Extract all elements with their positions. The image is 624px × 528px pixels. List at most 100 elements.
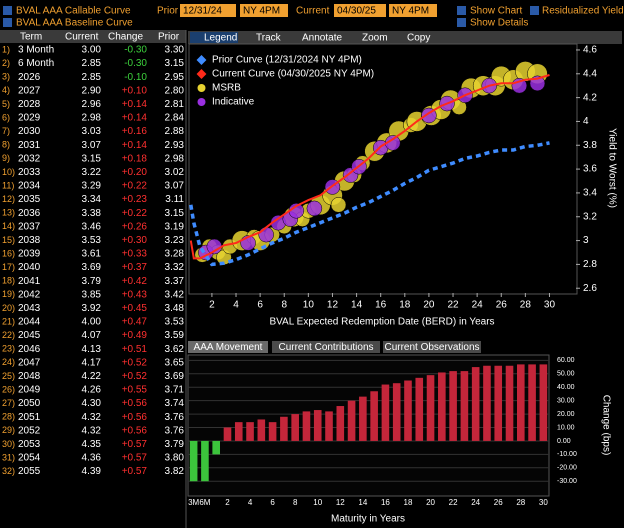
- term: 2031: [18, 140, 41, 151]
- curve-option[interactable]: BVAL AAA Callable Curve: [16, 6, 131, 17]
- row-number: 27): [2, 398, 15, 408]
- date-field[interactable]: [180, 4, 236, 17]
- tab-label[interactable]: Current Contributions: [278, 342, 373, 353]
- y-tick-label: 3.4: [583, 188, 597, 199]
- term: 2027: [18, 85, 41, 96]
- time-field[interactable]: [240, 4, 288, 17]
- current-yield: 3.15: [82, 153, 102, 164]
- tab[interactable]: [188, 341, 268, 353]
- current-yield: 2.90: [82, 85, 102, 96]
- term: 2029: [18, 113, 41, 124]
- row-number: 14): [2, 221, 15, 231]
- tab[interactable]: [383, 341, 481, 353]
- option[interactable]: Show Details: [470, 18, 528, 29]
- x-tick-label: 4: [233, 300, 239, 311]
- checkbox[interactable]: [457, 18, 466, 27]
- prior-yield: 3.76: [165, 412, 185, 423]
- row-number: 8): [2, 140, 10, 150]
- option[interactable]: Show Chart: [470, 6, 522, 17]
- current-yield: 3.38: [82, 208, 102, 219]
- curve-line: [189, 141, 550, 267]
- x-tick-label: 12: [336, 498, 345, 507]
- term: 2047: [18, 357, 41, 368]
- y-tick-label: -30.00: [557, 478, 577, 485]
- option[interactable]: Residualized Yield: [542, 6, 624, 17]
- y-axis-label: Change (bps): [600, 395, 611, 456]
- term: 2032: [18, 153, 41, 164]
- current-yield: 4.32: [82, 425, 102, 436]
- bar: [438, 372, 446, 441]
- checkbox[interactable]: [530, 6, 539, 15]
- toolbar-button[interactable]: Copy: [407, 33, 430, 44]
- term: 2033: [18, 167, 41, 178]
- tab-label[interactable]: AAA Movement: [194, 342, 263, 353]
- current-time[interactable]: NY 4PM: [392, 6, 429, 17]
- y-tick-label: 3.6: [583, 164, 597, 175]
- x-tick-label: 6: [257, 300, 263, 311]
- change: +0.14: [122, 99, 148, 110]
- bar: [404, 380, 412, 441]
- column-header: Current: [65, 32, 99, 43]
- column-header: Change: [108, 32, 143, 43]
- prior-yield: 2.84: [165, 113, 185, 124]
- x-tick-label: 28: [520, 300, 532, 311]
- current-yield: 4.35: [82, 439, 102, 450]
- current-yield: 4.00: [82, 317, 102, 328]
- current-yield: 3.53: [82, 235, 102, 246]
- change: +0.47: [122, 317, 148, 328]
- row-number: 6): [2, 112, 10, 122]
- term: 2034: [18, 181, 41, 192]
- row-number: 4): [2, 85, 10, 95]
- row-number: 17): [2, 262, 15, 272]
- toolbar-button[interactable]: Legend: [204, 33, 237, 44]
- tab-active[interactable]: [190, 32, 238, 43]
- y-tick-label: 3: [583, 235, 589, 246]
- prior-yield: 3.71: [165, 385, 185, 396]
- bar: [392, 383, 401, 441]
- checkbox[interactable]: [3, 18, 12, 27]
- prior-yield: 2.81: [165, 99, 185, 110]
- x-tick-label: 8: [281, 300, 287, 311]
- tab[interactable]: [272, 341, 380, 353]
- change: +0.23: [122, 194, 148, 205]
- bar: [325, 411, 333, 441]
- prior-date[interactable]: 12/31/24: [183, 6, 222, 17]
- term: 2039: [18, 249, 41, 260]
- checkbox[interactable]: [3, 6, 12, 15]
- y-tick-label: 10.00: [557, 424, 575, 431]
- column-header: Prior: [158, 32, 180, 43]
- row-number: 18): [2, 276, 15, 286]
- toolbar-button[interactable]: Track: [256, 33, 282, 44]
- bar: [291, 414, 299, 441]
- checkbox[interactable]: [457, 6, 466, 15]
- current-label: Current: [296, 6, 330, 17]
- x-tick-label: 30: [544, 300, 556, 311]
- current-yield: 4.17: [82, 357, 102, 368]
- prior-time[interactable]: NY 4PM: [243, 6, 280, 17]
- toolbar-button[interactable]: Zoom: [362, 33, 388, 44]
- bar: [257, 419, 266, 441]
- time-field[interactable]: [389, 4, 437, 17]
- date-field[interactable]: [334, 4, 386, 17]
- term: 2055: [18, 466, 41, 477]
- prior-yield: 3.48: [165, 303, 185, 314]
- current-date[interactable]: 04/30/25: [337, 6, 376, 17]
- toolbar-button[interactable]: Annotate: [302, 33, 342, 44]
- y-tick-label: 4.6: [583, 45, 597, 56]
- x-tick-label: 16: [375, 300, 387, 311]
- tab-label[interactable]: Current Observations: [384, 342, 479, 353]
- term: 2030: [18, 126, 41, 137]
- change: +0.20: [122, 167, 148, 178]
- row-number: 25): [2, 371, 15, 381]
- current-yield: 4.13: [82, 344, 102, 355]
- legend-label: Prior Curve (12/31/2024 NY 4PM): [212, 55, 362, 66]
- curve-option[interactable]: BVAL AAA Baseline Curve: [16, 18, 133, 29]
- change: +0.14: [122, 140, 148, 151]
- term: 6 Month: [18, 58, 54, 69]
- x-axis-label: Maturity in Years: [331, 514, 405, 525]
- bar: [336, 406, 345, 441]
- legend-label: Current Curve (04/30/2025 NY 4PM): [212, 69, 374, 80]
- prior-yield: 2.93: [165, 140, 185, 151]
- row-number: 23): [2, 344, 15, 354]
